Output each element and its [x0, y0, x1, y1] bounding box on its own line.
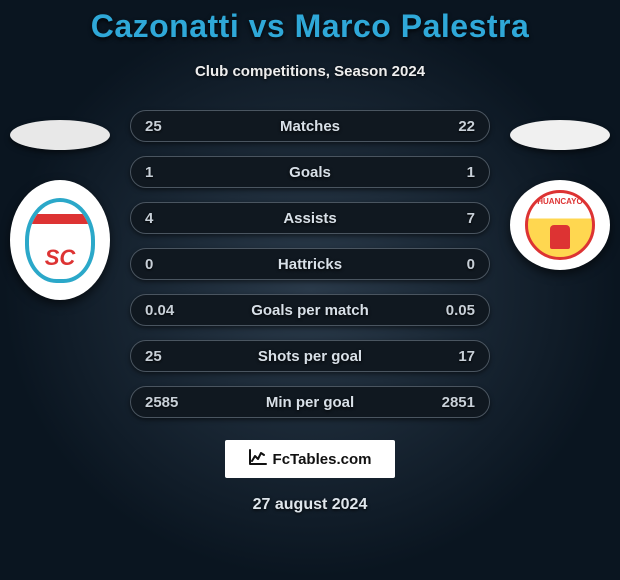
stat-row: 25 Shots per goal 17 — [130, 340, 490, 372]
subtitle: Club competitions, Season 2024 — [0, 63, 620, 80]
stat-left-value: 25 — [145, 348, 195, 365]
stat-row: 25 Matches 22 — [130, 110, 490, 142]
stat-right-value: 17 — [425, 348, 475, 365]
left-player-placeholder — [10, 120, 110, 150]
stat-label: Matches — [195, 118, 425, 135]
stat-right-value: 1 — [425, 164, 475, 181]
stat-row: 0 Hattricks 0 — [130, 248, 490, 280]
stat-left-value: 25 — [145, 118, 195, 135]
stat-label: Goals per match — [195, 302, 425, 319]
stat-left-value: 1 — [145, 164, 195, 181]
brand-text: FcTables.com — [273, 451, 372, 468]
stat-label: Hattricks — [195, 256, 425, 273]
brand-badge[interactable]: FcTables.com — [225, 440, 395, 478]
stat-right-value: 22 — [425, 118, 475, 135]
right-team-crest: HUANCAYO — [510, 180, 610, 270]
content: 25 Matches 22 1 Goals 1 4 Assists 7 0 Ha… — [0, 110, 620, 418]
page-title: Cazonatti vs Marco Palestra — [0, 8, 620, 45]
stat-right-value: 0.05 — [425, 302, 475, 319]
right-crest-text: HUANCAYO — [537, 197, 583, 206]
stat-row: 2585 Min per goal 2851 — [130, 386, 490, 418]
right-team-crest-inner: HUANCAYO — [525, 190, 595, 260]
stat-left-value: 0.04 — [145, 302, 195, 319]
stat-right-value: 0 — [425, 256, 475, 273]
left-team-crest-inner — [25, 198, 95, 283]
stat-row: 0.04 Goals per match 0.05 — [130, 294, 490, 326]
stat-label: Min per goal — [195, 394, 425, 411]
stat-left-value: 4 — [145, 210, 195, 227]
chart-icon — [249, 449, 267, 470]
left-team-crest — [10, 180, 110, 300]
stat-row: 1 Goals 1 — [130, 156, 490, 188]
stat-left-value: 2585 — [145, 394, 195, 411]
footer: FcTables.com 27 august 2024 — [0, 440, 620, 514]
stat-row: 4 Assists 7 — [130, 202, 490, 234]
left-side — [0, 110, 120, 300]
stat-right-value: 7 — [425, 210, 475, 227]
right-player-placeholder — [510, 120, 610, 150]
stat-right-value: 2851 — [425, 394, 475, 411]
stat-label: Shots per goal — [195, 348, 425, 365]
stat-left-value: 0 — [145, 256, 195, 273]
right-side: HUANCAYO — [500, 110, 620, 270]
date-text: 27 august 2024 — [0, 496, 620, 514]
stat-label: Goals — [195, 164, 425, 181]
stats-table: 25 Matches 22 1 Goals 1 4 Assists 7 0 Ha… — [130, 110, 490, 418]
stat-label: Assists — [195, 210, 425, 227]
header: Cazonatti vs Marco Palestra Club competi… — [0, 0, 620, 80]
